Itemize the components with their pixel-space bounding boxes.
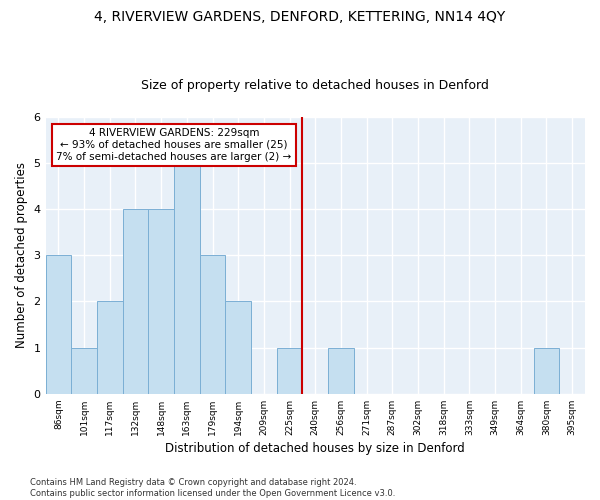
Bar [174, 163, 200, 394]
Bar [71, 348, 97, 394]
Bar [226, 302, 251, 394]
Bar [533, 348, 559, 394]
Text: Contains HM Land Registry data © Crown copyright and database right 2024.
Contai: Contains HM Land Registry data © Crown c… [30, 478, 395, 498]
Bar [122, 209, 148, 394]
Bar [97, 302, 122, 394]
Y-axis label: Number of detached properties: Number of detached properties [15, 162, 28, 348]
Bar [200, 256, 226, 394]
Text: 4, RIVERVIEW GARDENS, DENFORD, KETTERING, NN14 4QY: 4, RIVERVIEW GARDENS, DENFORD, KETTERING… [94, 10, 506, 24]
X-axis label: Distribution of detached houses by size in Denford: Distribution of detached houses by size … [166, 442, 465, 455]
Text: 4 RIVERVIEW GARDENS: 229sqm
← 93% of detached houses are smaller (25)
7% of semi: 4 RIVERVIEW GARDENS: 229sqm ← 93% of det… [56, 128, 292, 162]
Bar [46, 256, 71, 394]
Bar [328, 348, 354, 394]
Bar [148, 209, 174, 394]
Bar [277, 348, 302, 394]
Title: Size of property relative to detached houses in Denford: Size of property relative to detached ho… [142, 79, 489, 92]
